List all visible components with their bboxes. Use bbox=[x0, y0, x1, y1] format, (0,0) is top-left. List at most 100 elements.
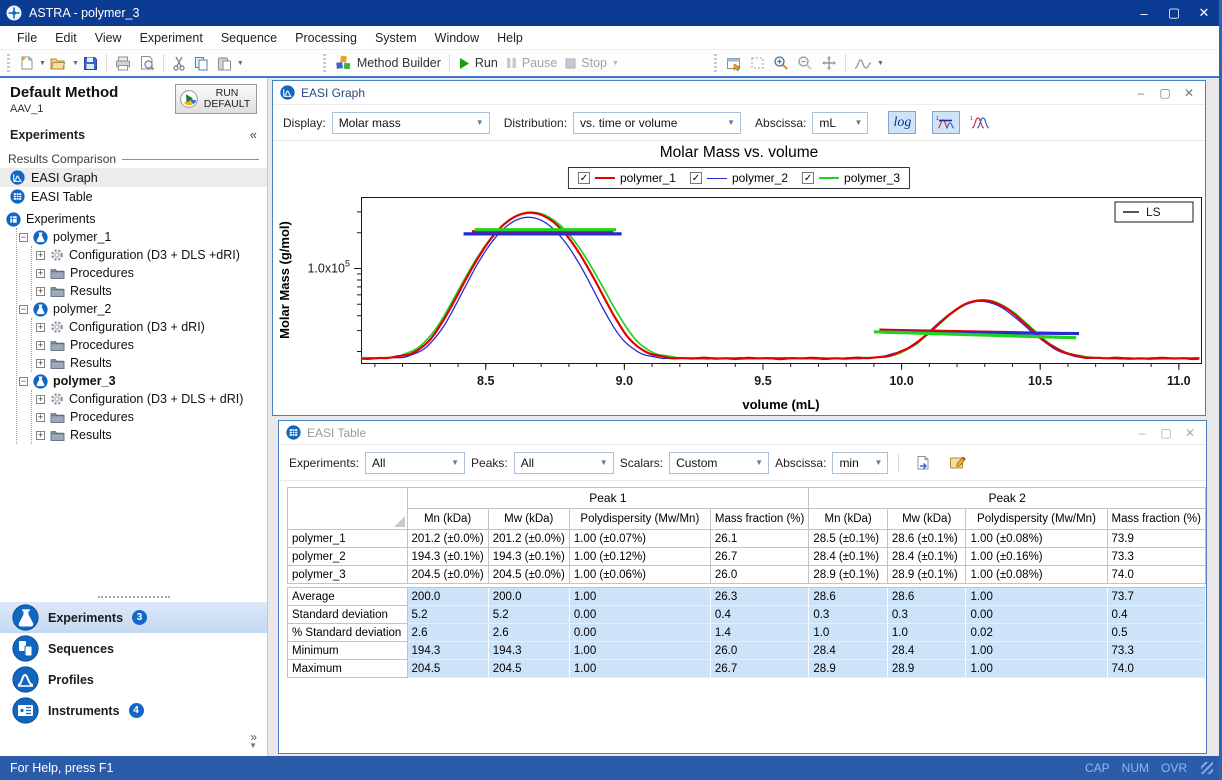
tree-item-polymer_2[interactable]: −polymer_2 bbox=[19, 300, 267, 318]
abscissa-select[interactable]: mL▼ bbox=[812, 112, 868, 134]
tree-item-polymer_3[interactable]: −polymer_3 bbox=[19, 372, 267, 390]
table-row-polymer_2[interactable]: polymer_2194.3 (±0.1%)194.3 (±0.1%)1.00 … bbox=[288, 548, 1206, 566]
run-button[interactable]: Run bbox=[454, 51, 502, 75]
stat-row-maximum[interactable]: Maximum204.5204.51.0026.728.928.91.0074.… bbox=[288, 660, 1206, 678]
expand-box[interactable]: + bbox=[36, 287, 45, 296]
legend-checkbox[interactable]: ✓ bbox=[690, 172, 702, 184]
overlay-peaks-button[interactable]: 1 bbox=[966, 111, 994, 134]
table-minimize-button[interactable]: – bbox=[1130, 426, 1154, 440]
tree-item-polymer_2-configuration[interactable]: +Configuration (D3 + dRI) bbox=[36, 318, 267, 336]
expand-box[interactable]: + bbox=[36, 359, 45, 368]
zoom-in-button[interactable] bbox=[769, 51, 793, 75]
overlay-normalized-button[interactable]: 1 bbox=[932, 111, 960, 134]
cut-button[interactable] bbox=[168, 51, 190, 75]
table-row-polymer_3[interactable]: polymer_3204.5 (±0.0%)204.5 (±0.0%)1.00 … bbox=[288, 566, 1206, 584]
graph-minimize-button[interactable]: – bbox=[1129, 86, 1153, 100]
paste-button[interactable] bbox=[213, 51, 236, 75]
table-abscissa-select[interactable]: min▼ bbox=[832, 452, 888, 474]
copy-button[interactable] bbox=[190, 51, 213, 75]
menu-window[interactable]: Window bbox=[426, 26, 488, 50]
log-scale-button[interactable]: log bbox=[888, 111, 916, 134]
edit-button[interactable] bbox=[943, 451, 971, 474]
expand-box[interactable]: + bbox=[36, 251, 45, 260]
panel-splitter-handle[interactable] bbox=[0, 592, 267, 602]
sidebar-item-easi-graph[interactable]: EASI Graph bbox=[0, 168, 267, 187]
display-select[interactable]: Molar mass▼ bbox=[332, 112, 490, 134]
nav-item-sequences[interactable]: Sequences bbox=[0, 633, 267, 664]
open-button[interactable] bbox=[46, 51, 71, 75]
collapse-box[interactable]: − bbox=[19, 305, 28, 314]
minimize-button[interactable]: – bbox=[1129, 0, 1159, 26]
peaks-filter-select[interactable]: All▼ bbox=[514, 452, 614, 474]
legend-checkbox[interactable]: ✓ bbox=[578, 172, 590, 184]
method-builder-button[interactable]: Method Builder bbox=[331, 51, 445, 75]
export-button[interactable] bbox=[909, 451, 937, 474]
sidebar-item-easi-table[interactable]: EASI Table bbox=[0, 187, 267, 206]
stat-row-average[interactable]: Average200.0200.01.0026.328.628.61.0073.… bbox=[288, 588, 1206, 606]
maximize-button[interactable]: ▢ bbox=[1159, 0, 1189, 26]
pan-button[interactable] bbox=[817, 51, 841, 75]
table-row-polymer_1[interactable]: polymer_1201.2 (±0.0%)201.2 (±0.0%)1.00 … bbox=[288, 530, 1206, 548]
print-preview-button[interactable] bbox=[135, 51, 159, 75]
zoom-out-button[interactable] bbox=[793, 51, 817, 75]
tree-item-polymer_1-procedures[interactable]: +Procedures bbox=[36, 264, 267, 282]
menu-view[interactable]: View bbox=[86, 26, 131, 50]
table-maximize-button[interactable]: ▢ bbox=[1154, 426, 1178, 440]
legend-checkbox[interactable]: ✓ bbox=[802, 172, 814, 184]
nav-item-instruments[interactable]: Instruments4 bbox=[0, 695, 267, 726]
tree-item-polymer_3-configuration[interactable]: +Configuration (D3 + DLS + dRI) bbox=[36, 390, 267, 408]
tree-item-polymer_1-results[interactable]: +Results bbox=[36, 282, 267, 300]
collapse-panel-chevron[interactable]: « bbox=[250, 127, 257, 142]
menu-edit[interactable]: Edit bbox=[46, 26, 86, 50]
easi-graph-title-bar[interactable]: EASI Graph – ▢ ✕ bbox=[273, 81, 1205, 105]
stat-row-standarddeviation[interactable]: % Standard deviation2.62.60.001.41.01.00… bbox=[288, 624, 1206, 642]
graph-close-button[interactable]: ✕ bbox=[1177, 86, 1201, 100]
tree-item-polymer_3-results[interactable]: +Results bbox=[36, 426, 267, 444]
menu-help[interactable]: Help bbox=[488, 26, 532, 50]
chart-plot[interactable]: 1.0x1058.59.09.510.010.511.0Molar Mass (… bbox=[273, 191, 1203, 415]
tree-item-polymer_1-configuration[interactable]: +Configuration (D3 + DLS +dRI) bbox=[36, 246, 267, 264]
open-dropdown[interactable]: ▼ bbox=[72, 60, 79, 67]
toolbar-grip[interactable] bbox=[7, 54, 10, 72]
stop-dropdown[interactable]: ▼ bbox=[612, 60, 619, 67]
expand-box[interactable]: + bbox=[36, 323, 45, 332]
toolbar-grip[interactable] bbox=[714, 54, 717, 72]
baseline-peaks-button[interactable] bbox=[850, 51, 876, 75]
chart-area[interactable]: Molar Mass vs. volume ✓polymer_1✓polymer… bbox=[273, 141, 1205, 415]
scalars-filter-select[interactable]: Custom▼ bbox=[669, 452, 769, 474]
menu-sequence[interactable]: Sequence bbox=[212, 26, 286, 50]
menu-experiment[interactable]: Experiment bbox=[131, 26, 212, 50]
select-region-button[interactable] bbox=[746, 51, 769, 75]
properties-button[interactable] bbox=[722, 51, 746, 75]
print-button[interactable] bbox=[111, 51, 135, 75]
stat-row-minimum[interactable]: Minimum194.3194.31.0026.028.428.41.0073.… bbox=[288, 642, 1206, 660]
tree-item-polymer_1[interactable]: −polymer_1 bbox=[19, 228, 267, 246]
nav-item-experiments[interactable]: Experiments3 bbox=[0, 602, 267, 633]
expand-box[interactable]: + bbox=[36, 341, 45, 350]
tree-item-polymer_3-procedures[interactable]: +Procedures bbox=[36, 408, 267, 426]
menu-file[interactable]: File bbox=[8, 26, 46, 50]
tree-item-polymer_2-procedures[interactable]: +Procedures bbox=[36, 336, 267, 354]
menu-system[interactable]: System bbox=[366, 26, 426, 50]
save-button[interactable] bbox=[79, 51, 102, 75]
resize-grip[interactable] bbox=[1201, 762, 1213, 774]
distribution-select[interactable]: vs. time or volume▼ bbox=[573, 112, 741, 134]
tree-item-experiments-root[interactable]: Experiments bbox=[6, 210, 267, 228]
easi-table-title-bar[interactable]: EASI Table – ▢ ✕ bbox=[279, 421, 1206, 445]
nav-overflow-arrow[interactable]: ▼ bbox=[249, 742, 257, 750]
toolbar-grip[interactable] bbox=[323, 54, 326, 72]
table-close-button[interactable]: ✕ bbox=[1178, 426, 1202, 440]
paste-dropdown[interactable]: ▼ bbox=[237, 60, 244, 67]
tree-item-polymer_2-results[interactable]: +Results bbox=[36, 354, 267, 372]
new-dropdown[interactable]: ▼ bbox=[39, 60, 46, 67]
expand-box[interactable]: + bbox=[36, 413, 45, 422]
new-button[interactable] bbox=[15, 51, 38, 75]
nav-item-profiles[interactable]: Profiles bbox=[0, 664, 267, 695]
collapse-box[interactable]: − bbox=[19, 233, 28, 242]
expand-box[interactable]: + bbox=[36, 269, 45, 278]
expand-box[interactable]: + bbox=[36, 395, 45, 404]
close-button[interactable]: ✕ bbox=[1189, 0, 1219, 26]
pause-button[interactable]: Pause bbox=[502, 51, 561, 75]
graph-maximize-button[interactable]: ▢ bbox=[1153, 86, 1177, 100]
menu-processing[interactable]: Processing bbox=[286, 26, 366, 50]
